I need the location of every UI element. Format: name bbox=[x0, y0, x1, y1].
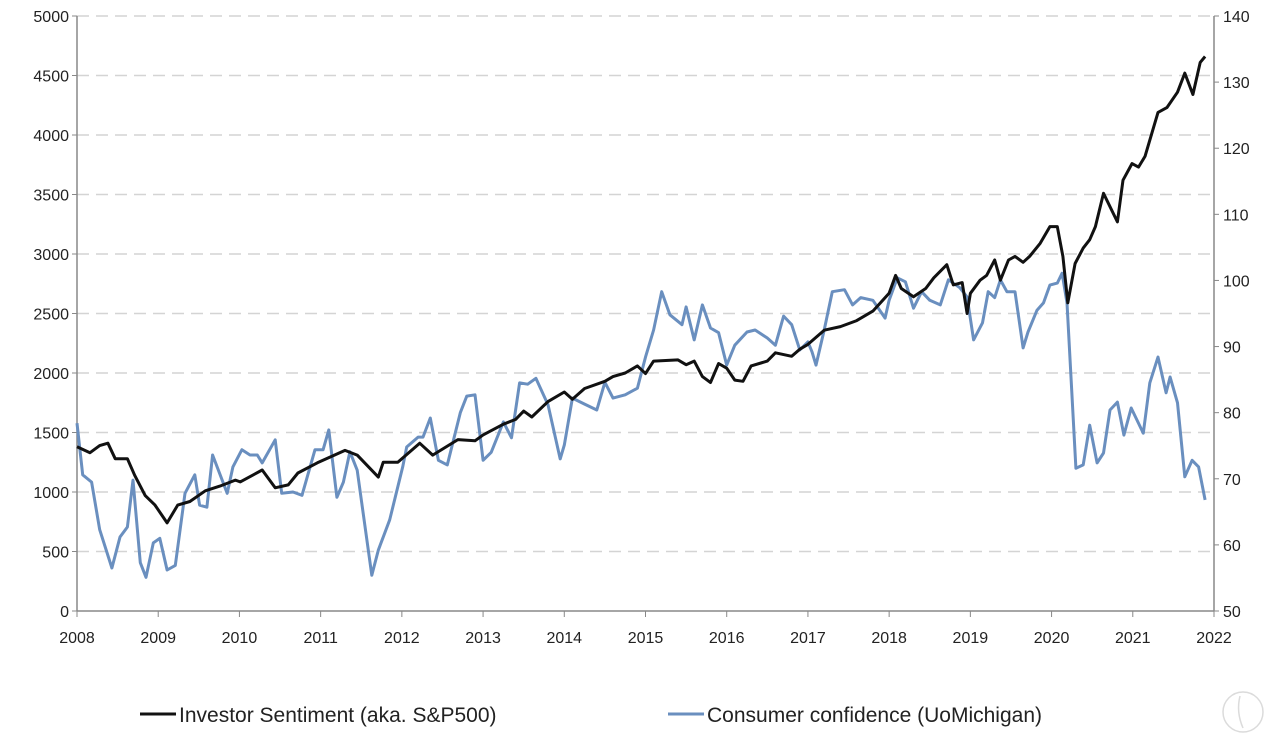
x-tick-label: 2012 bbox=[384, 630, 420, 647]
y-tick-label: 4000 bbox=[33, 128, 69, 145]
y-tick-label: 5000 bbox=[33, 9, 69, 26]
y-tick-label: 3500 bbox=[33, 188, 69, 205]
y-tick-label: 3000 bbox=[33, 247, 69, 264]
x-tick-label: 2019 bbox=[953, 630, 989, 647]
y-tick-label: 500 bbox=[42, 545, 69, 562]
x-tick-label: 2016 bbox=[709, 630, 745, 647]
y2-tick-label: 110 bbox=[1223, 207, 1249, 224]
x-tick-label: 2022 bbox=[1196, 630, 1232, 647]
y-tick-label: 1500 bbox=[33, 426, 69, 443]
series-line-consumer-confidence bbox=[75, 271, 1207, 579]
y2-tick-label: 100 bbox=[1223, 273, 1250, 290]
y2-tick-label: 90 bbox=[1223, 340, 1241, 357]
legend: Investor Sentiment (aka. S&P500) Consume… bbox=[140, 704, 1042, 727]
y2-tick-label: 60 bbox=[1223, 538, 1241, 555]
series-lines bbox=[75, 55, 1207, 579]
y2-tick-label: 50 bbox=[1223, 604, 1241, 621]
x-tick-label: 2008 bbox=[59, 630, 95, 647]
y-tick-label: 2500 bbox=[33, 307, 69, 324]
series-line-sp500 bbox=[76, 55, 1207, 525]
y-tick-label: 2000 bbox=[33, 366, 69, 383]
x-tick-label: 2020 bbox=[1034, 630, 1070, 647]
legend-label-consumer-confidence: Consumer confidence (UoMichigan) bbox=[707, 704, 1042, 727]
x-tick-label: 2017 bbox=[790, 630, 826, 647]
x-tick-label: 2021 bbox=[1115, 630, 1151, 647]
y2-tick-label: 140 bbox=[1223, 9, 1250, 26]
tick-labels: 0 500 1000 1500 2000 2500 3000 3500 4000 4500 5000… bbox=[33, 9, 1249, 647]
x-tick-label: 2015 bbox=[628, 630, 664, 647]
x-tick-label: 2009 bbox=[140, 630, 176, 647]
x-tick-label: 2011 bbox=[303, 630, 338, 647]
y2-tick-label: 80 bbox=[1223, 406, 1241, 423]
axes bbox=[72, 15, 1219, 617]
x-tick-label: 2018 bbox=[871, 630, 907, 647]
y2-tick-label: 130 bbox=[1223, 75, 1250, 92]
watermark-icon bbox=[1222, 691, 1264, 733]
y-tick-label: 4500 bbox=[33, 69, 69, 86]
y-tick-label: 0 bbox=[60, 604, 69, 621]
y2-tick-label: 70 bbox=[1223, 472, 1241, 489]
x-tick-label: 2010 bbox=[222, 630, 258, 647]
y2-tick-label: 120 bbox=[1223, 141, 1250, 158]
legend-label-sp500: Investor Sentiment (aka. S&P500) bbox=[179, 704, 497, 727]
y-tick-label: 1000 bbox=[33, 485, 69, 502]
gridlines bbox=[77, 15, 1214, 553]
x-tick-label: 2013 bbox=[465, 630, 501, 647]
x-tick-label: 2014 bbox=[546, 630, 582, 647]
